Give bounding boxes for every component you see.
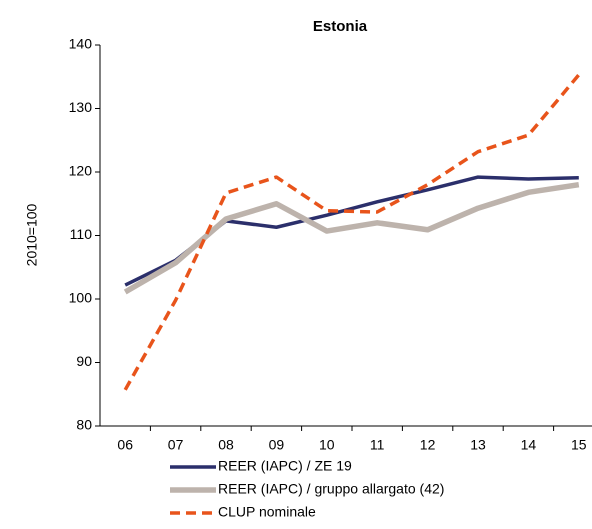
legend-label: REER (IAPC) / ZE 19 bbox=[218, 458, 352, 474]
legend-label: REER (IAPC) / gruppo allargato (42) bbox=[218, 481, 444, 497]
y-tick-label: 80 bbox=[76, 417, 92, 433]
x-tick-label: 09 bbox=[269, 437, 285, 453]
y-tick-label: 100 bbox=[69, 290, 93, 306]
x-tick-label: 14 bbox=[521, 437, 537, 453]
x-tick-label: 15 bbox=[571, 437, 587, 453]
legend-label: CLUP nominale bbox=[218, 504, 316, 520]
x-tick-label: 08 bbox=[218, 437, 234, 453]
y-tick-label: 140 bbox=[69, 36, 93, 52]
series-line bbox=[123, 181, 580, 295]
y-tick-label: 130 bbox=[69, 99, 93, 115]
chart-title: Estonia bbox=[313, 18, 368, 35]
x-tick-label: 12 bbox=[420, 437, 436, 453]
y-axis-label: 2010=100 bbox=[24, 203, 40, 266]
y-tick-label: 110 bbox=[70, 226, 93, 242]
y-tick-label: 120 bbox=[69, 163, 93, 179]
x-tick-label: 06 bbox=[117, 437, 133, 453]
x-tick-label: 13 bbox=[470, 437, 486, 453]
x-tick-label: 07 bbox=[168, 437, 184, 453]
series-line bbox=[123, 73, 581, 391]
series-line bbox=[124, 175, 579, 287]
x-tick-label: 11 bbox=[370, 437, 385, 453]
x-tick-label: 10 bbox=[319, 437, 335, 453]
y-tick-label: 90 bbox=[76, 353, 92, 369]
